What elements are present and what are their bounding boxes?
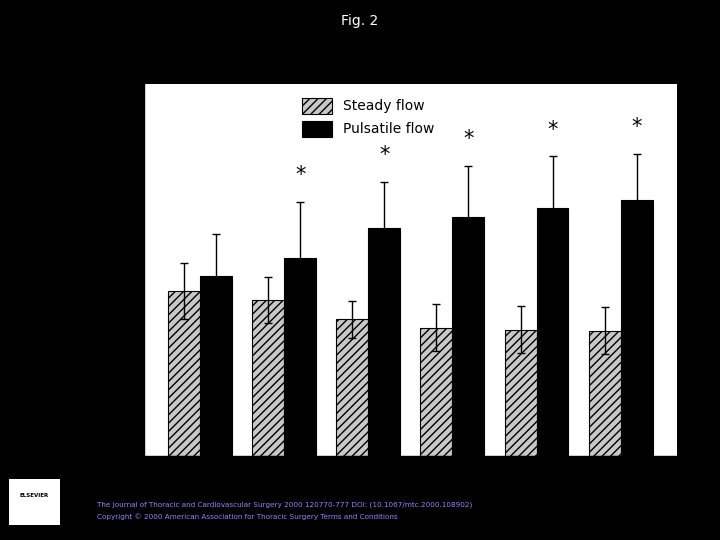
Text: Time: Time [643,482,677,496]
Text: *: * [631,117,642,137]
Bar [420,328,452,456]
Text: The Journal of Thoracic and Cardiovascular Surgery 2000 120770-777 DOI: (10.1067: The Journal of Thoracic and Cardiovascul… [97,501,472,508]
Bar [536,207,569,456]
Text: *: * [547,119,558,139]
Text: *: * [463,129,474,149]
Text: ELSEVIER: ELSEVIER [20,492,49,497]
Bar [621,200,652,456]
Bar [336,319,369,456]
Bar [252,300,284,456]
Y-axis label: ml.min⁻¹.kg⁻¹: ml.min⁻¹.kg⁻¹ [89,222,102,318]
Bar [284,258,316,456]
Legend: Steady flow, Pulsatile flow: Steady flow, Pulsatile flow [294,91,442,144]
Bar [452,217,485,456]
Bar [200,275,232,456]
Bar [589,330,621,456]
Bar [505,329,536,456]
Text: Copyright © 2000 American Association for Thoracic Surgery Terms and Conditions: Copyright © 2000 American Association fo… [97,513,398,519]
Text: Fig. 2: Fig. 2 [341,14,379,28]
Text: *: * [379,145,390,165]
Text: *: * [295,165,305,185]
Bar [369,228,400,456]
Bar [168,292,200,456]
